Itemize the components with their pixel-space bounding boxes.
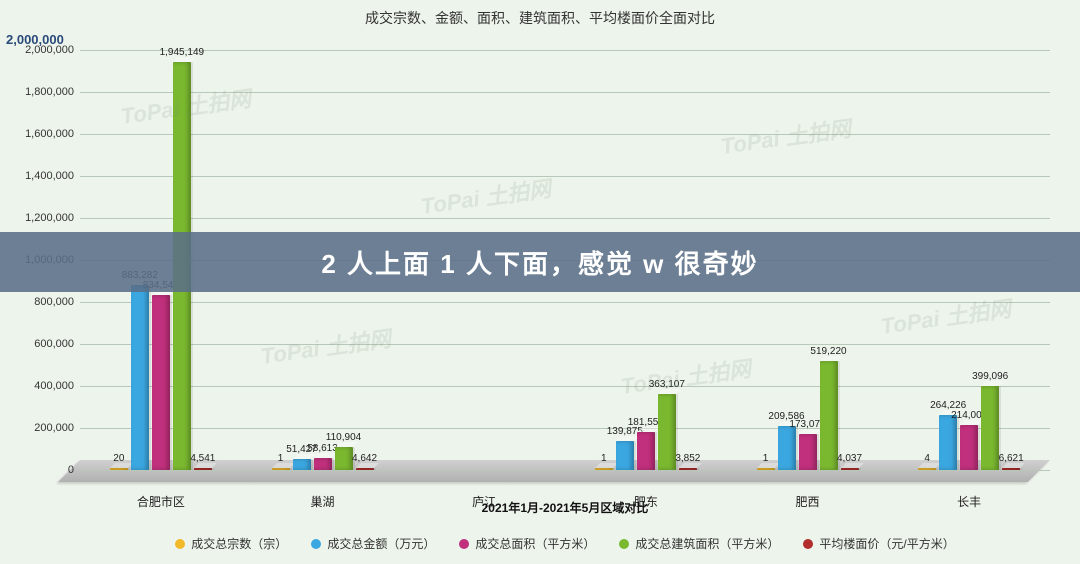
legend-label: 成交总金额（万元） — [327, 535, 435, 552]
legend-label: 成交总面积（平方米） — [475, 535, 595, 552]
legend-swatch — [803, 539, 813, 549]
legend-item: 成交总宗数（宗） — [175, 535, 287, 552]
grid-line — [80, 302, 1050, 303]
y-tick-label: 200,000 — [6, 422, 74, 434]
bar: 519,220 — [820, 361, 838, 470]
bar: 264,226 — [939, 415, 957, 470]
chart-container: 成交宗数、金额、面积、建筑面积、平均楼面价全面对比 2,000,000 0 200… — [0, 0, 1080, 564]
grid-line — [80, 50, 1050, 51]
bar: 139,875 — [616, 441, 634, 470]
bar: 58,613 — [314, 458, 332, 470]
y-tick-label: 0 — [6, 464, 74, 476]
bar: 110,904 — [335, 447, 353, 470]
y-tick-label: 1,200,000 — [6, 212, 74, 224]
bar-value-label: 1 — [763, 453, 769, 464]
bar-value-label: 363,107 — [649, 379, 685, 390]
legend: 成交总宗数（宗） 成交总金额（万元） 成交总面积（平方米） 成交总建筑面积（平方米） 平… — [80, 535, 1050, 552]
bar-value-label: 399,096 — [972, 371, 1008, 382]
bar: 1 — [272, 468, 290, 470]
chart-title: 成交宗数、金额、面积、建筑面积、平均楼面价全面对比 — [0, 0, 1080, 28]
legend-swatch — [459, 539, 469, 549]
legend-item: 成交总金额（万元） — [311, 535, 435, 552]
bar: 4 — [918, 468, 936, 470]
bar: 3,852 — [679, 468, 697, 470]
bar: 214,007 — [960, 425, 978, 470]
bar: 399,096 — [981, 386, 999, 470]
bar: 51,427 — [293, 459, 311, 470]
bar-value-label: 4 — [924, 453, 930, 464]
legend-item: 平均楼面价（元/平方米） — [803, 535, 954, 552]
bar-value-label: 1 — [278, 453, 284, 464]
bar-value-label: 4,037 — [837, 453, 862, 464]
legend-label: 成交总宗数（宗） — [191, 535, 287, 552]
bar: 6,621 — [1002, 468, 1020, 470]
bar-value-label: 264,226 — [930, 400, 966, 411]
legend-swatch — [311, 539, 321, 549]
legend-label: 成交总建筑面积（平方米） — [635, 535, 779, 552]
bar: 20 — [110, 468, 128, 470]
bar-value-label: 1 — [601, 453, 607, 464]
grid-line — [80, 386, 1050, 387]
grid-line — [80, 344, 1050, 345]
bar: 181,553 — [637, 432, 655, 470]
bar: 363,107 — [658, 394, 676, 470]
bar: 1 — [595, 468, 613, 470]
y-tick-label: 2,000,000 — [6, 44, 74, 56]
overlay-banner: 2 人上面 1 人下面，感觉 w 很奇妙 — [0, 232, 1080, 292]
grid-line — [80, 134, 1050, 135]
grid-line — [80, 428, 1050, 429]
bar-value-label: 4,541 — [190, 453, 215, 464]
bar: 883,282 — [131, 285, 149, 470]
bar-value-label: 58,613 — [307, 443, 338, 454]
bar: 4,642 — [356, 468, 374, 470]
bar-value-label: 20 — [113, 453, 124, 464]
legend-swatch — [619, 539, 629, 549]
bar: 834,541 — [152, 295, 170, 470]
bar: 4,541 — [194, 468, 212, 470]
x-axis-title: 2021年1月-2021年5月区域对比 — [80, 499, 1050, 516]
grid-line — [80, 218, 1050, 219]
grid-line — [80, 176, 1050, 177]
grid-line — [80, 92, 1050, 93]
legend-item: 成交总建筑面积（平方米） — [619, 535, 779, 552]
overlay-text: 2 人上面 1 人下面，感觉 w 很奇妙 — [321, 244, 758, 281]
legend-label: 平均楼面价（元/平方米） — [819, 535, 954, 552]
y-tick-label: 600,000 — [6, 338, 74, 350]
y-tick-label: 1,400,000 — [6, 170, 74, 182]
bar-value-label: 3,852 — [675, 453, 700, 464]
legend-item: 成交总面积（平方米） — [459, 535, 595, 552]
bar-value-label: 519,220 — [810, 346, 846, 357]
bar-value-label: 4,642 — [352, 453, 377, 464]
grid-line — [80, 470, 1050, 471]
bar-value-label: 110,904 — [326, 432, 361, 443]
bar-value-label: 1,945,149 — [160, 47, 205, 58]
bar-value-label: 6,621 — [999, 453, 1024, 464]
bar: 173,073 — [799, 434, 817, 470]
bar: 1 — [757, 468, 775, 470]
y-tick-label: 1,600,000 — [6, 128, 74, 140]
bar: 4,037 — [841, 468, 859, 470]
y-tick-label: 1,800,000 — [6, 86, 74, 98]
legend-swatch — [175, 539, 185, 549]
y-tick-label: 400,000 — [6, 380, 74, 392]
bar: 209,586 — [778, 426, 796, 470]
y-tick-label: 800,000 — [6, 296, 74, 308]
